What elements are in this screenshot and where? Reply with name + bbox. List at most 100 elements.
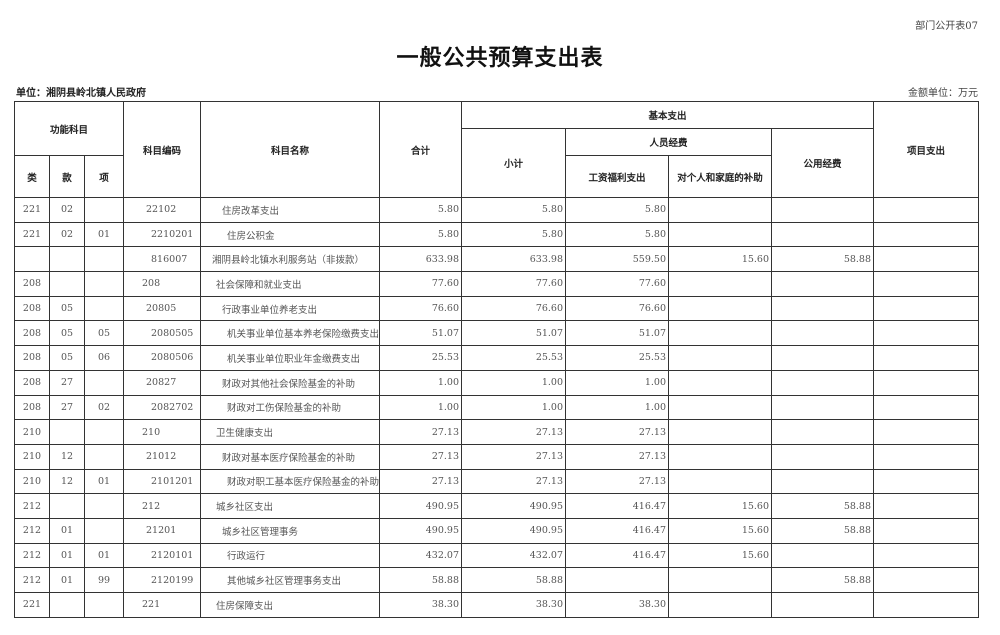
- cell-lei: 221: [14, 197, 50, 223]
- cell-project: [873, 197, 980, 223]
- cell-lei: [14, 246, 50, 273]
- table-row: 221 221 住房保障支出 38.30 38.30 38.30: [14, 592, 980, 618]
- cell-lei: 208: [14, 369, 50, 396]
- cell-project: [873, 320, 980, 347]
- cell-code: 2080506: [123, 345, 202, 371]
- cell-project: [873, 295, 980, 322]
- cell-code: 2120101: [123, 542, 202, 569]
- cell-public: [771, 197, 875, 223]
- cell-total: 38.30: [379, 592, 463, 618]
- cell-project: [873, 468, 980, 495]
- header-xiang: 项: [83, 155, 125, 198]
- page-title: 一般公共预算支出表: [396, 46, 604, 71]
- cell-lei: 210: [14, 468, 50, 495]
- cell-subsidy: [668, 443, 773, 470]
- cell-total: 1.00: [379, 369, 463, 396]
- money-unit-label: 金额单位：万元: [908, 88, 978, 99]
- cell-kuan: 05: [49, 345, 85, 371]
- cell-salary: 559.50: [565, 246, 670, 273]
- cell-code: 2120199: [123, 567, 202, 593]
- cell-code: 2101201: [123, 468, 202, 495]
- cell-total: 1.00: [379, 394, 463, 421]
- cell-xiang: 02: [83, 394, 125, 421]
- table-row: 208 208 社会保障和就业支出 77.60 77.60 77.60: [14, 271, 980, 297]
- cell-lei: 208: [14, 345, 50, 371]
- cell-name: 机关事业单位职业年金缴费支出: [200, 345, 381, 371]
- cell-project: [873, 542, 980, 569]
- cell-code: 20827: [123, 369, 202, 396]
- cell-public: [771, 320, 875, 347]
- cell-project: [873, 592, 980, 618]
- cell-total: 5.80: [379, 221, 463, 248]
- cell-public: [771, 271, 875, 297]
- cell-subsidy: [668, 221, 773, 248]
- cell-lei: 221: [14, 221, 50, 248]
- cell-total: 490.95: [379, 517, 463, 544]
- header-func: 功能科目: [13, 101, 125, 156]
- cell-project: [873, 443, 980, 470]
- cell-subsidy: [668, 419, 773, 445]
- cell-salary: 1.00: [565, 394, 670, 421]
- cell-code: 221: [123, 592, 202, 618]
- cell-project: [873, 345, 980, 371]
- cell-lei: 212: [14, 567, 50, 593]
- cell-subtotal: 633.98: [461, 246, 567, 273]
- cell-xiang: [83, 592, 125, 618]
- cell-xiang: 99: [83, 567, 125, 593]
- header-project: 项目支出: [873, 101, 980, 198]
- cell-lei: 208: [14, 394, 50, 421]
- header-salary: 工资福利支出: [565, 155, 670, 198]
- cell-name: 其他城乡社区管理事务支出: [200, 567, 381, 593]
- cell-code: 816007: [123, 246, 202, 273]
- cell-project: [873, 246, 980, 273]
- header-lei: 类: [14, 155, 50, 198]
- cell-code: 2082702: [123, 394, 202, 421]
- cell-public: [771, 443, 875, 470]
- cell-public: [771, 419, 875, 445]
- cell-subtotal: 27.13: [461, 443, 567, 470]
- cell-kuan: [49, 246, 85, 273]
- cell-kuan: 12: [49, 468, 85, 495]
- cell-lei: 208: [14, 271, 50, 297]
- header-total: 合计: [379, 101, 463, 198]
- cell-salary: 51.07: [565, 320, 670, 347]
- cell-xiang: 06: [83, 345, 125, 371]
- cell-total: 5.80: [379, 197, 463, 223]
- cell-xiang: [83, 517, 125, 544]
- cell-public: 58.88: [771, 517, 875, 544]
- cell-salary: 25.53: [565, 345, 670, 371]
- cell-name: 财政对工伤保险基金的补助: [200, 394, 381, 421]
- cell-lei: 212: [14, 542, 50, 569]
- cell-name: 卫生健康支出: [200, 419, 381, 445]
- cell-kuan: 01: [49, 567, 85, 593]
- cell-lei: 208: [14, 295, 50, 322]
- table-row: 212 01 01 2120101 行政运行 432.07 432.07 416.47 15.6…: [14, 542, 980, 569]
- header-personnel: 人员经费: [565, 128, 773, 156]
- cell-kuan: [49, 592, 85, 618]
- table-row: 208 27 20827 财政对其他社会保险基金的补助 1.00 1.00 1.00: [14, 369, 980, 396]
- cell-kuan: 05: [49, 295, 85, 322]
- cell-public: 58.88: [771, 246, 875, 273]
- cell-salary: 27.13: [565, 468, 670, 495]
- cell-name: 住房保障支出: [200, 592, 381, 618]
- cell-subtotal: 5.80: [461, 221, 567, 248]
- unit-label: 单位：湘阴县岭北镇人民政府: [16, 88, 146, 99]
- table-row: 208 05 06 2080506 机关事业单位职业年金缴费支出 25.53 25.53 25…: [14, 345, 980, 371]
- header-subsidy: 对个人和家庭的补助: [668, 155, 773, 198]
- cell-project: [873, 567, 980, 593]
- cell-name: 城乡社区管理事务: [200, 517, 381, 544]
- table-row: 221 02 01 2210201 住房公积金 5.80 5.80 5.80: [14, 221, 980, 248]
- cell-subtotal: 490.95: [461, 517, 567, 544]
- cell-kuan: [49, 419, 85, 445]
- cell-lei: 221: [14, 592, 50, 618]
- cell-subsidy: 15.60: [668, 517, 773, 544]
- table-row: 208 05 20805 行政事业单位养老支出 76.60 76.60 76.60: [14, 295, 980, 322]
- cell-code: 212: [123, 493, 202, 519]
- cell-project: [873, 271, 980, 297]
- cell-name: 财政对其他社会保险基金的补助: [200, 369, 381, 396]
- cell-kuan: 01: [49, 542, 85, 569]
- cell-subtotal: 76.60: [461, 295, 567, 322]
- cell-code: 21012: [123, 443, 202, 470]
- cell-total: 27.13: [379, 468, 463, 495]
- cell-lei: 212: [14, 493, 50, 519]
